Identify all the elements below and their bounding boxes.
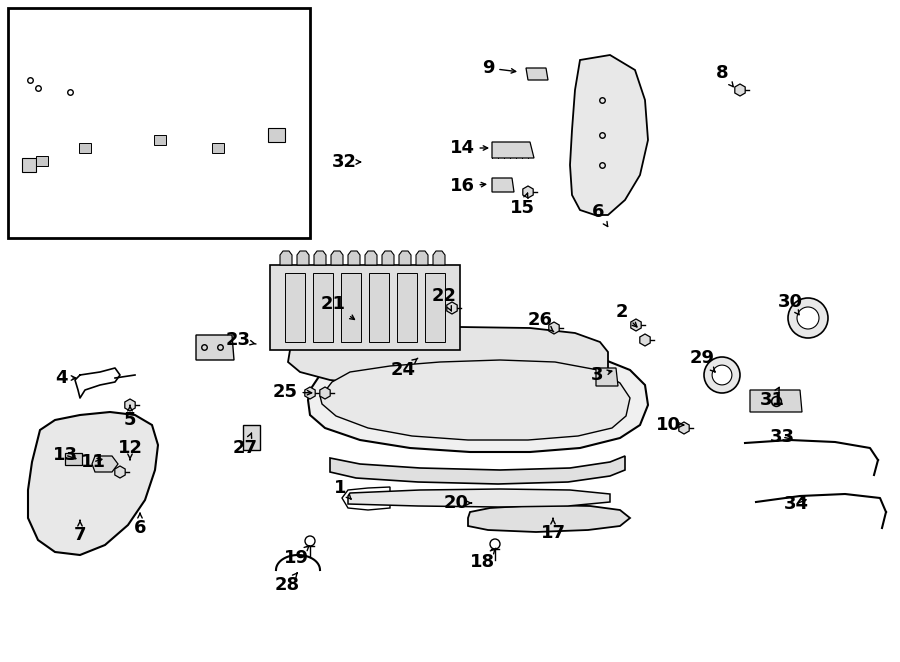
Circle shape bbox=[712, 365, 732, 385]
Polygon shape bbox=[425, 273, 445, 342]
Polygon shape bbox=[305, 387, 315, 399]
Polygon shape bbox=[365, 251, 377, 265]
Polygon shape bbox=[596, 368, 618, 386]
Text: 15: 15 bbox=[509, 193, 535, 217]
Polygon shape bbox=[523, 186, 533, 198]
Text: 11: 11 bbox=[80, 453, 105, 471]
Polygon shape bbox=[369, 273, 389, 342]
Text: 6: 6 bbox=[592, 203, 608, 226]
Polygon shape bbox=[320, 360, 630, 440]
Text: 31: 31 bbox=[760, 387, 785, 409]
Polygon shape bbox=[314, 251, 326, 265]
Polygon shape bbox=[125, 399, 135, 411]
Text: 7: 7 bbox=[74, 520, 86, 544]
Polygon shape bbox=[382, 251, 394, 265]
Circle shape bbox=[797, 307, 819, 329]
Polygon shape bbox=[446, 302, 457, 314]
Text: 5: 5 bbox=[124, 405, 136, 429]
Polygon shape bbox=[399, 251, 411, 265]
Text: 8: 8 bbox=[716, 64, 733, 87]
Polygon shape bbox=[416, 251, 428, 265]
Polygon shape bbox=[433, 251, 445, 265]
Polygon shape bbox=[22, 158, 36, 172]
Polygon shape bbox=[154, 135, 166, 145]
Polygon shape bbox=[243, 425, 260, 450]
Polygon shape bbox=[750, 390, 802, 412]
Polygon shape bbox=[79, 143, 91, 153]
Text: 18: 18 bbox=[471, 548, 496, 571]
Polygon shape bbox=[397, 273, 417, 342]
Polygon shape bbox=[570, 55, 648, 215]
Polygon shape bbox=[313, 273, 333, 342]
Text: 14: 14 bbox=[449, 139, 488, 157]
Polygon shape bbox=[308, 348, 648, 452]
Polygon shape bbox=[196, 335, 234, 360]
Text: 1: 1 bbox=[334, 479, 351, 499]
Text: 25: 25 bbox=[273, 383, 311, 401]
Polygon shape bbox=[640, 334, 650, 346]
Text: 23: 23 bbox=[226, 331, 256, 349]
Polygon shape bbox=[288, 327, 608, 388]
Text: 2: 2 bbox=[616, 303, 637, 327]
Text: 32: 32 bbox=[331, 153, 361, 171]
Text: 33: 33 bbox=[770, 428, 795, 446]
Polygon shape bbox=[320, 387, 330, 399]
Polygon shape bbox=[492, 142, 534, 158]
Text: 26: 26 bbox=[527, 311, 554, 332]
Polygon shape bbox=[28, 412, 158, 555]
Polygon shape bbox=[268, 128, 285, 142]
Text: 9: 9 bbox=[482, 59, 516, 77]
Polygon shape bbox=[285, 273, 305, 342]
Polygon shape bbox=[36, 156, 48, 166]
Polygon shape bbox=[270, 265, 460, 350]
Circle shape bbox=[704, 357, 740, 393]
Polygon shape bbox=[492, 178, 514, 192]
Polygon shape bbox=[297, 251, 309, 265]
Text: 6: 6 bbox=[134, 513, 146, 537]
Text: 19: 19 bbox=[284, 546, 309, 567]
Text: 3: 3 bbox=[590, 366, 612, 384]
Text: 28: 28 bbox=[274, 573, 300, 594]
Text: 17: 17 bbox=[541, 518, 565, 542]
Circle shape bbox=[788, 298, 828, 338]
Text: 20: 20 bbox=[444, 494, 472, 512]
Polygon shape bbox=[330, 456, 625, 484]
Text: 34: 34 bbox=[784, 495, 808, 513]
Polygon shape bbox=[526, 68, 548, 80]
Polygon shape bbox=[115, 466, 125, 478]
Polygon shape bbox=[212, 143, 224, 153]
Text: 30: 30 bbox=[778, 293, 803, 314]
Text: 21: 21 bbox=[320, 295, 355, 320]
Polygon shape bbox=[92, 456, 118, 472]
Polygon shape bbox=[631, 319, 641, 331]
Text: 10: 10 bbox=[655, 416, 684, 434]
Polygon shape bbox=[549, 322, 559, 334]
Polygon shape bbox=[331, 251, 343, 265]
Text: 12: 12 bbox=[118, 439, 142, 460]
Polygon shape bbox=[342, 487, 390, 510]
Text: 22: 22 bbox=[431, 287, 456, 310]
Text: 27: 27 bbox=[232, 433, 257, 457]
Polygon shape bbox=[679, 422, 689, 434]
Polygon shape bbox=[348, 251, 360, 265]
Polygon shape bbox=[468, 505, 630, 532]
Polygon shape bbox=[280, 251, 292, 265]
Polygon shape bbox=[734, 84, 745, 96]
Polygon shape bbox=[65, 453, 82, 465]
Text: 4: 4 bbox=[55, 369, 76, 387]
Text: 13: 13 bbox=[52, 446, 77, 464]
Bar bbox=[8, 8, 310, 238]
Polygon shape bbox=[348, 489, 610, 507]
Polygon shape bbox=[341, 273, 361, 342]
Text: 24: 24 bbox=[391, 358, 418, 379]
Text: 29: 29 bbox=[689, 349, 716, 372]
Text: 16: 16 bbox=[449, 177, 486, 195]
